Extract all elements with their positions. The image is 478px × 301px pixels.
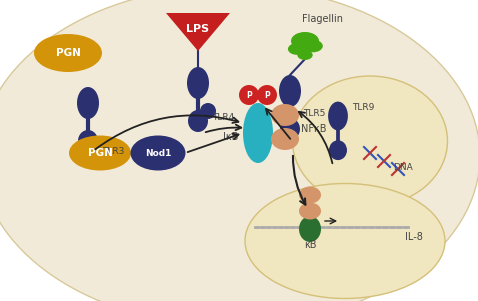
Ellipse shape (280, 118, 300, 140)
Ellipse shape (245, 184, 445, 299)
Polygon shape (166, 13, 230, 51)
Ellipse shape (299, 216, 321, 242)
Text: TLR3: TLR3 (102, 147, 124, 156)
Ellipse shape (299, 187, 321, 203)
Ellipse shape (271, 104, 299, 126)
Ellipse shape (279, 75, 301, 107)
Text: TLR5: TLR5 (303, 108, 326, 117)
Text: Flagellin: Flagellin (303, 14, 344, 24)
Text: DNA: DNA (393, 163, 413, 172)
Circle shape (239, 85, 259, 105)
Ellipse shape (299, 203, 321, 219)
Ellipse shape (243, 103, 273, 163)
Ellipse shape (328, 102, 348, 130)
Circle shape (257, 85, 277, 105)
Text: P: P (246, 91, 252, 100)
Circle shape (200, 103, 216, 119)
Ellipse shape (291, 32, 319, 50)
Ellipse shape (34, 34, 102, 72)
Ellipse shape (77, 87, 99, 119)
Text: LPS: LPS (186, 24, 209, 34)
Text: TLR9: TLR9 (352, 104, 374, 113)
Text: κB: κB (304, 240, 316, 250)
Ellipse shape (288, 43, 306, 55)
Ellipse shape (293, 76, 447, 206)
Ellipse shape (69, 135, 131, 170)
Text: PGN: PGN (55, 48, 80, 58)
Ellipse shape (329, 140, 347, 160)
Ellipse shape (271, 128, 299, 150)
Text: Nod1: Nod1 (145, 148, 171, 157)
Text: IL-8: IL-8 (405, 232, 423, 242)
Text: IκB: IκB (223, 132, 238, 142)
Ellipse shape (297, 50, 313, 60)
Text: TLR4: TLR4 (212, 113, 234, 123)
Text: PGN: PGN (87, 148, 112, 158)
Ellipse shape (188, 110, 208, 132)
Ellipse shape (303, 40, 323, 52)
Ellipse shape (130, 135, 185, 170)
Text: P: P (264, 91, 270, 100)
Ellipse shape (78, 130, 98, 152)
Text: NFκB: NFκB (301, 124, 326, 134)
Ellipse shape (187, 67, 209, 99)
